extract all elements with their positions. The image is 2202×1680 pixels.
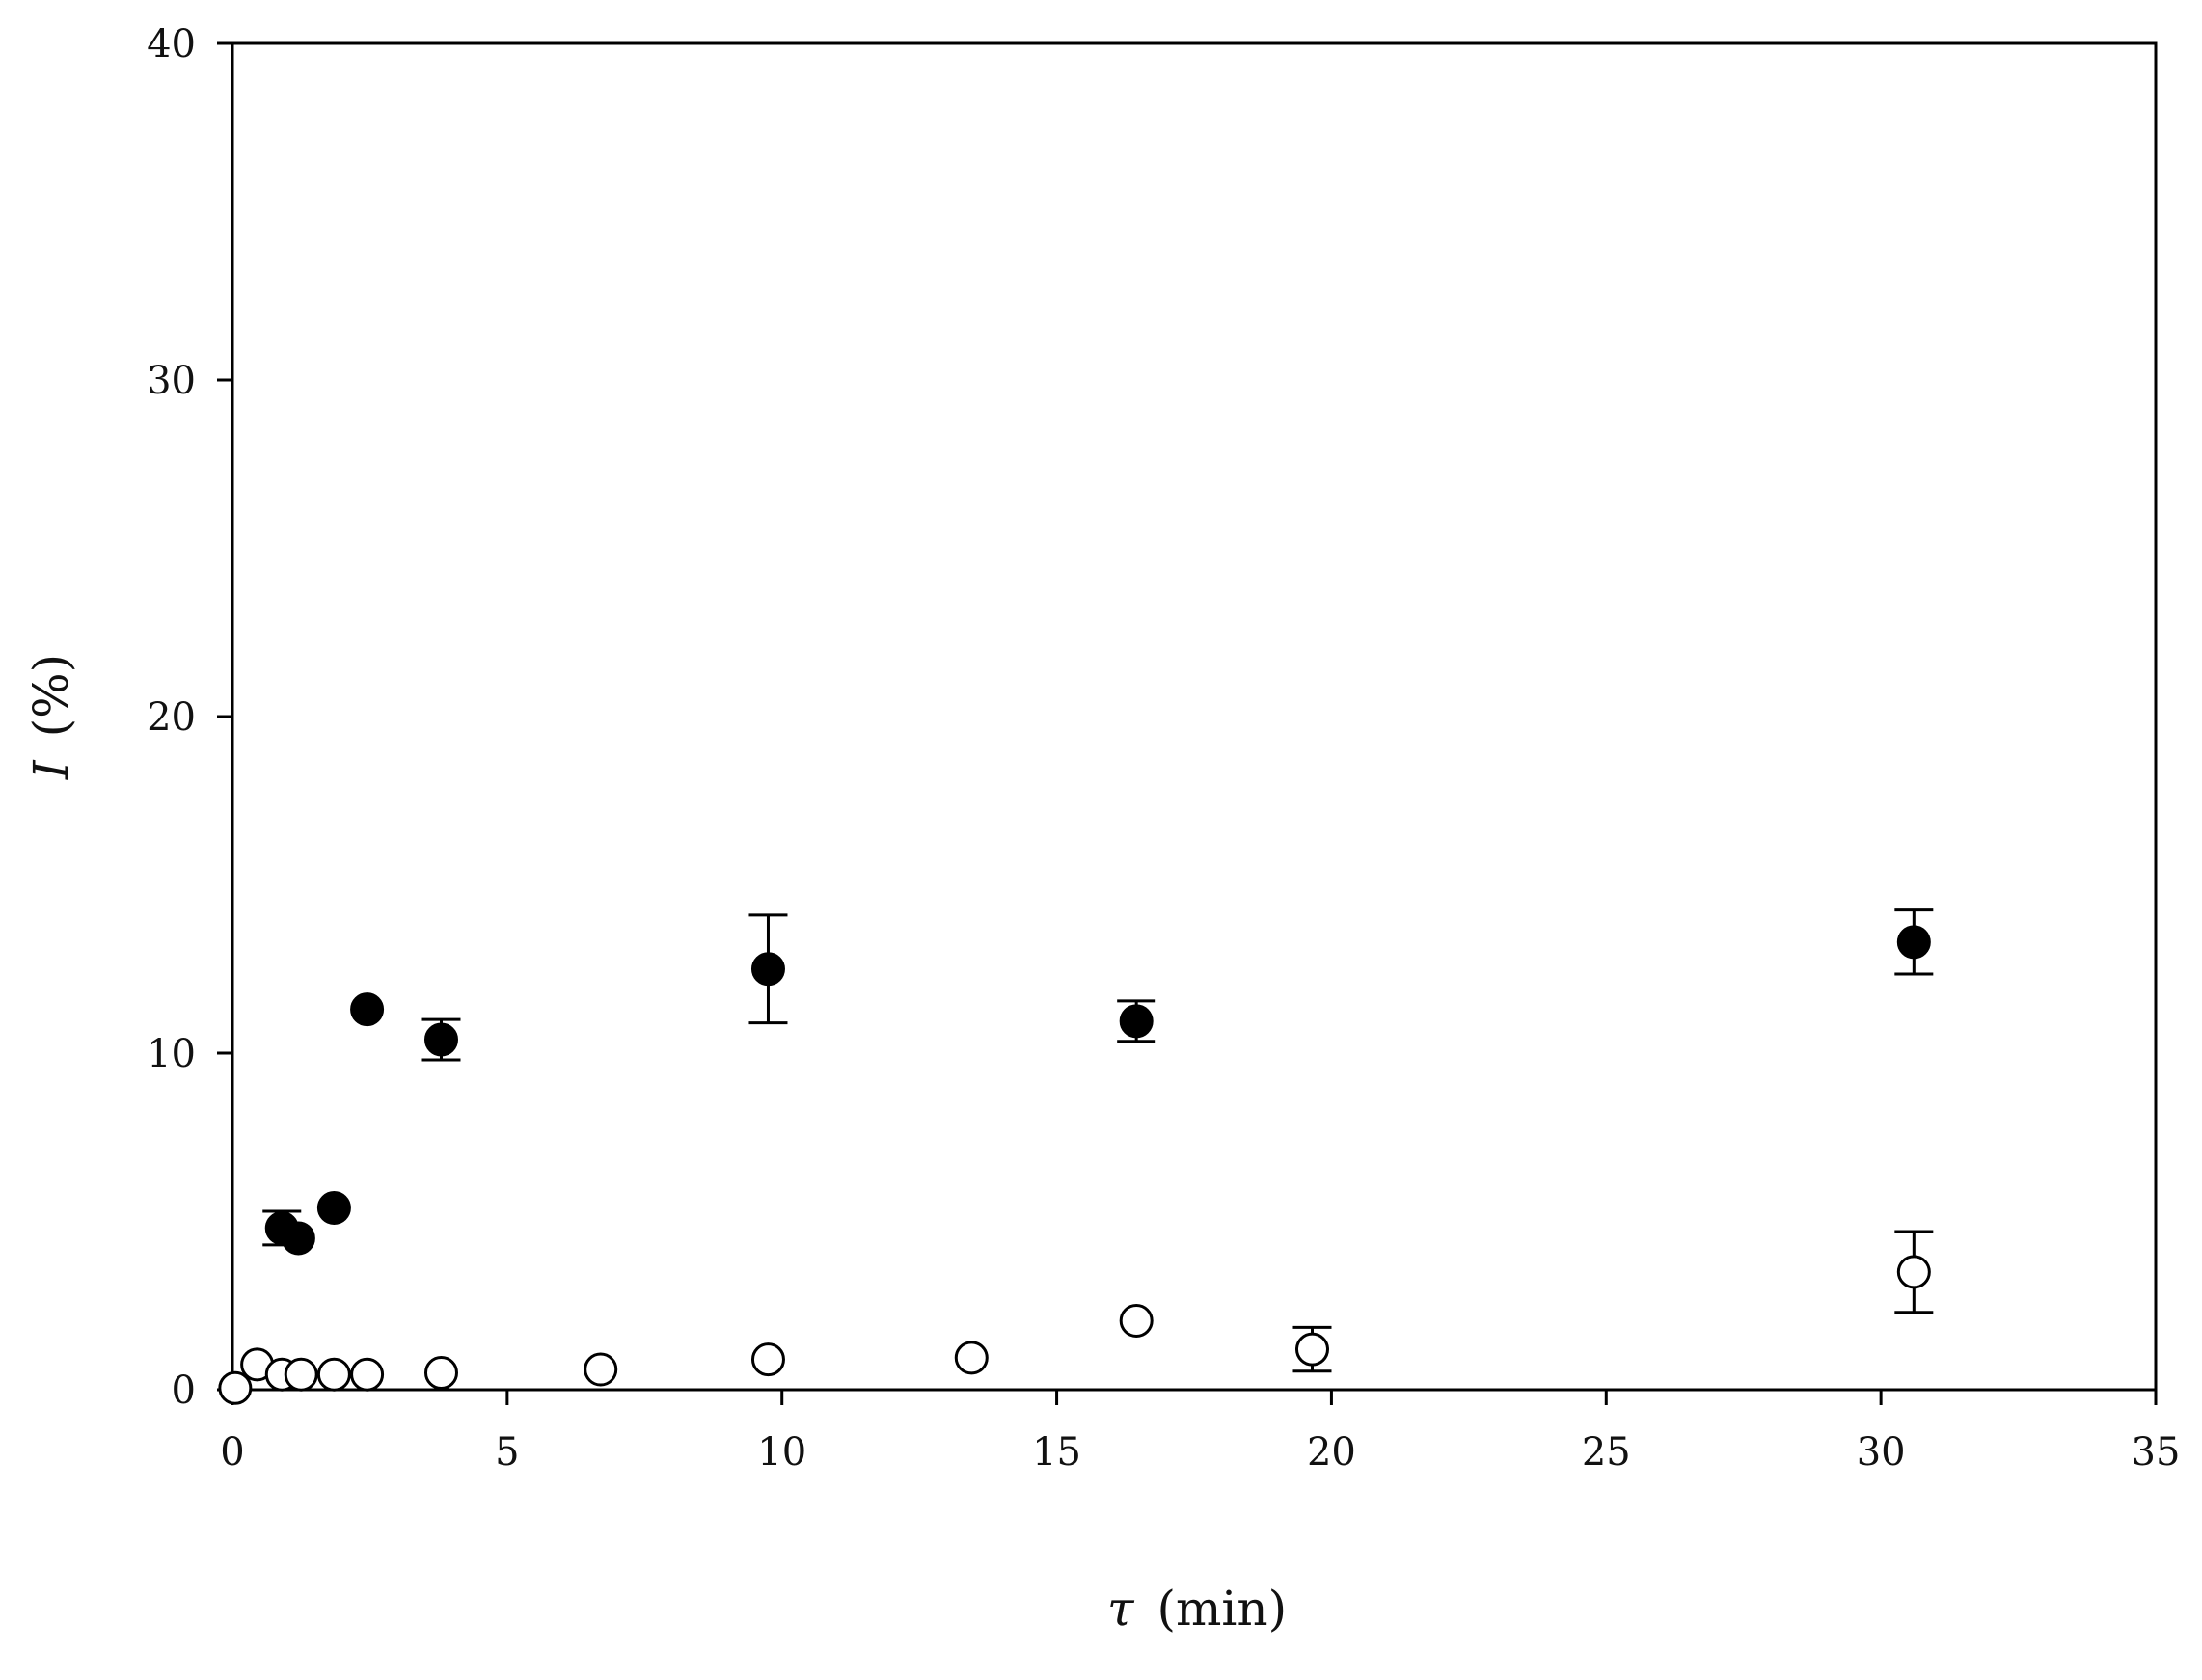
data-point-open [350,1357,385,1392]
x-axis-ticks: 0 5 10 15 20 25 30 35 [220,1390,2180,1475]
data-point-open [750,1342,785,1377]
y-axis-ticks: 0 10 20 30 40 [147,22,232,1413]
data-point-filled [350,992,385,1027]
x-tick-label: 25 [1582,1430,1631,1475]
data-point-open [284,1357,318,1392]
data-points [218,925,1931,1405]
y-tick-label: 10 [147,1032,196,1076]
x-tick-label: 30 [1857,1430,1906,1475]
plot-frame [231,41,2158,1392]
data-point-open [316,1357,351,1392]
data-point-open [218,1370,253,1405]
data-point-open [1119,1303,1154,1338]
data-point-filled [750,952,785,987]
x-axis-label: τ (min) [1107,1581,1287,1637]
x-tick-label: 15 [1032,1430,1081,1475]
y-axis-label: I (%) [23,654,79,780]
data-point-open [584,1352,618,1387]
data-point-filled [316,1191,351,1226]
y-axis-symbol: I [23,759,79,780]
data-point-open [954,1341,989,1375]
x-tick-label: 35 [2132,1430,2181,1475]
y-tick-label: 20 [147,695,196,740]
data-point-filled [1119,1004,1154,1039]
x-axis-unit: (min) [1156,1581,1287,1637]
data-point-open [423,1356,458,1391]
x-tick-label: 0 [220,1430,244,1475]
x-axis-symbol: τ [1107,1581,1135,1637]
data-point-open [1896,1255,1931,1289]
data-point-filled [1896,925,1931,960]
x-tick-label: 10 [757,1430,806,1475]
y-tick-label: 0 [172,1368,196,1413]
data-point-open [1294,1332,1329,1367]
x-tick-label: 5 [495,1430,519,1475]
x-tick-label: 20 [1307,1430,1356,1475]
error-bars [262,908,1934,1373]
data-point-filled [423,1022,458,1057]
data-point-filled [281,1221,315,1256]
y-tick-label: 40 [147,22,196,67]
y-tick-label: 30 [147,359,196,403]
y-axis-unit: (%) [23,654,79,738]
